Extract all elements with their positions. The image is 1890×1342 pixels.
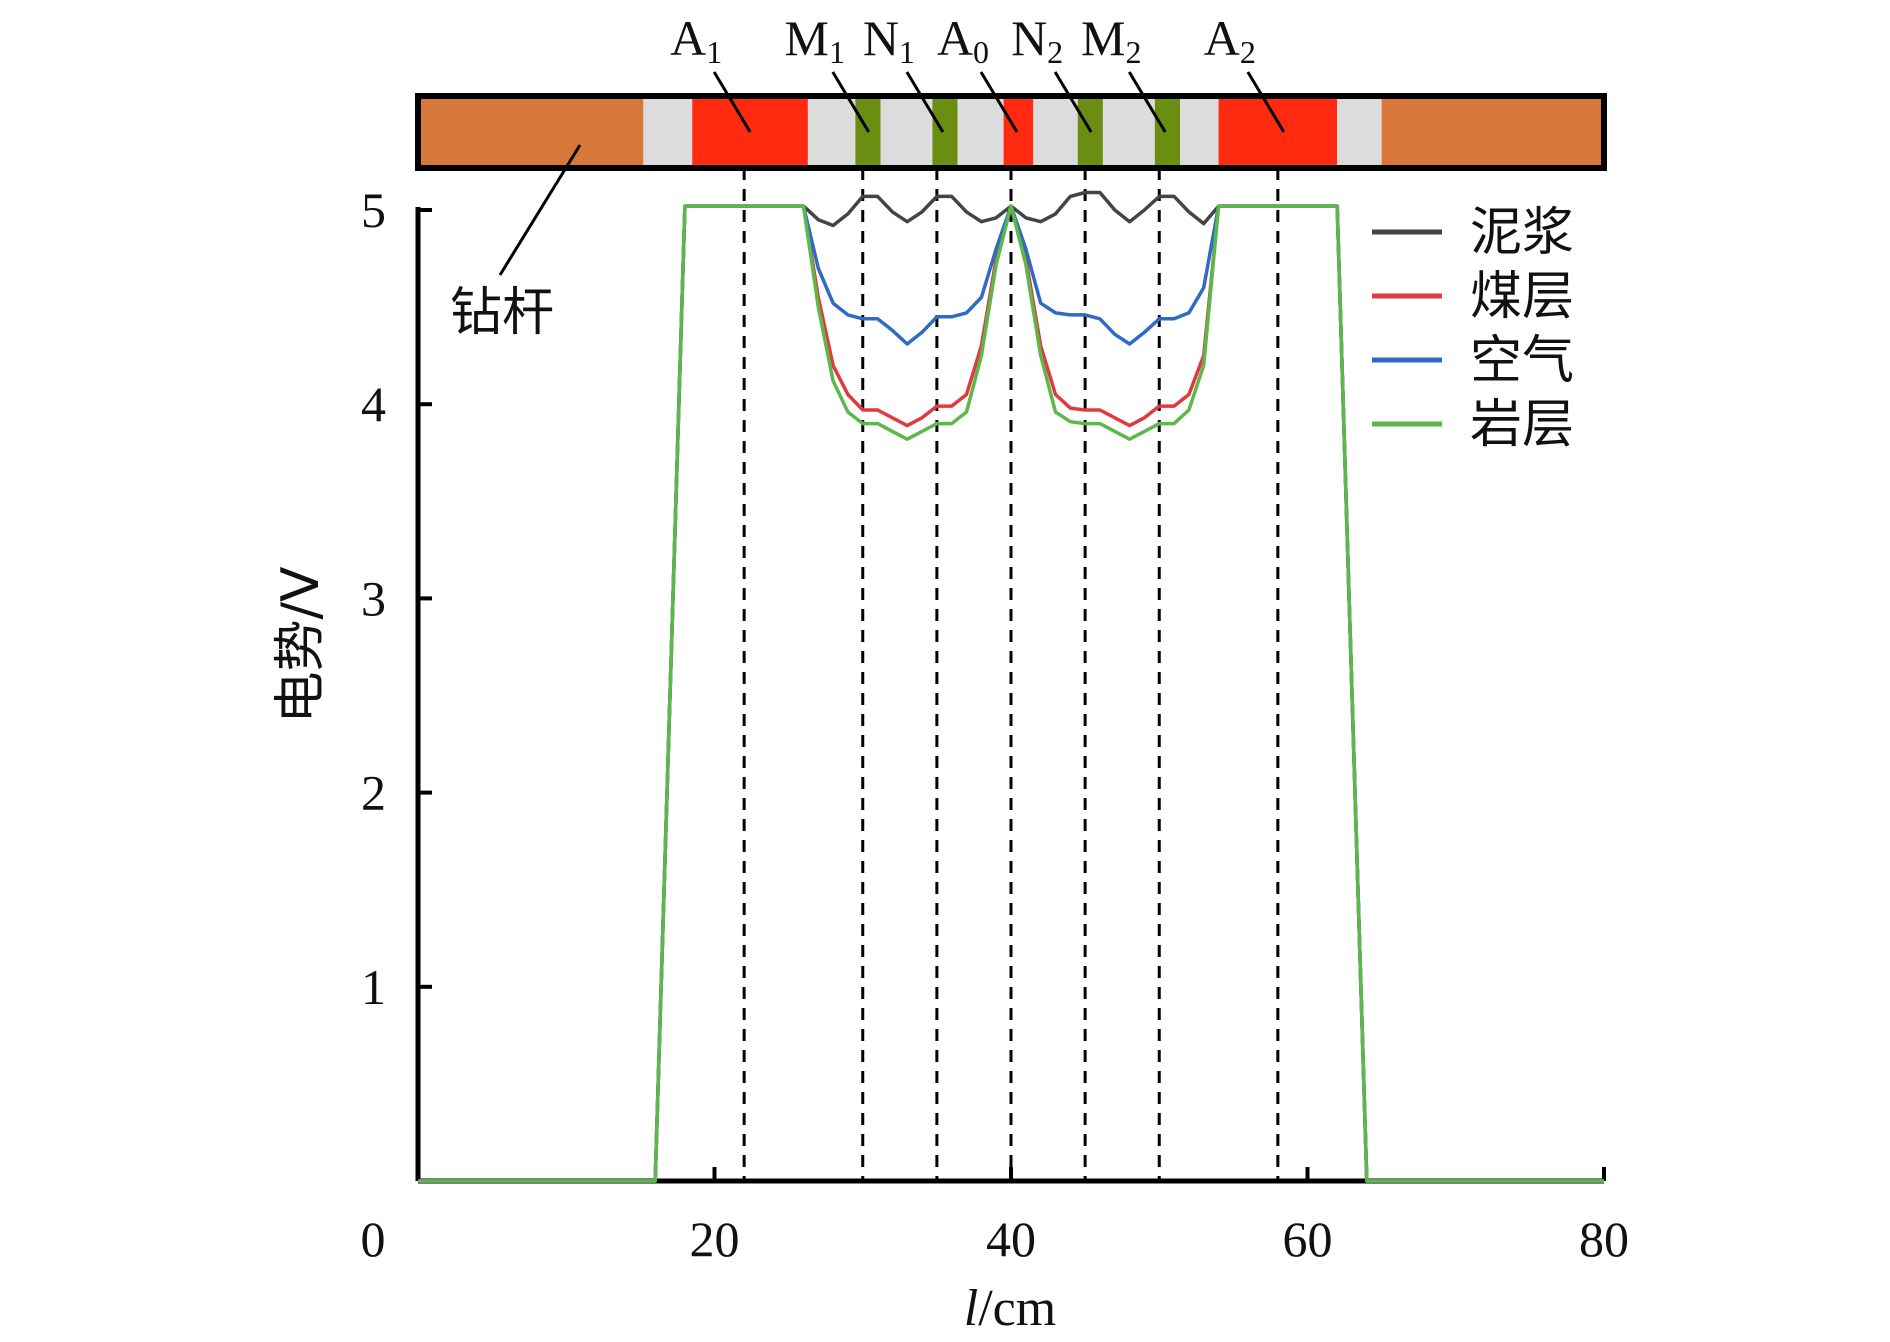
rod-segment-ring-12: [1154, 99, 1181, 165]
electrode-name-M1: M: [785, 10, 829, 66]
legend-label-1: 煤层: [1470, 267, 1574, 327]
electrode-label-A0: A0: [937, 10, 989, 70]
electrode-sub-M1: 1: [829, 34, 845, 70]
x-ticks: 0 20 40 60 80: [361, 1167, 1629, 1267]
electrode-sub-N2: 2: [1047, 34, 1063, 70]
leader-line-M1: [831, 71, 871, 133]
y-axis-label: 电势/V: [271, 566, 331, 724]
leader-line-A0: [979, 71, 1019, 133]
leader-line-N2: [1053, 71, 1093, 133]
rod-segment-electrode-8: [1003, 99, 1034, 165]
rod-segment-ring-6: [932, 99, 958, 165]
electrode-guide-lines: [742, 168, 1280, 1181]
x-tick-label-20: 20: [690, 1211, 740, 1267]
electrode-label-A2: A2: [1204, 10, 1256, 70]
leader-line-A1: [712, 71, 752, 133]
x-axis-label: l/cm: [964, 1280, 1056, 1337]
electrode-label-M1: M1: [785, 10, 845, 70]
rod-leader-line: [498, 144, 582, 276]
electrode-name-N2: N: [1011, 10, 1047, 66]
x-axis-label-unit: /cm: [978, 1280, 1056, 1337]
rod-label: 钻杆: [450, 283, 554, 343]
leader-line-N1: [905, 71, 945, 133]
electrode-name-A0: A: [937, 10, 973, 66]
y-tick-label-3: 3: [361, 570, 386, 626]
electrode-label-A1: A1: [670, 10, 722, 70]
rod-segment-insulator-11: [1102, 99, 1155, 165]
rod-segment-insulator-13: [1180, 99, 1219, 165]
electrode-sub-A2: 2: [1240, 34, 1256, 70]
rod-segment-rod-16: [1381, 99, 1604, 165]
rod-segment-insulator-5: [880, 99, 933, 165]
leader-line-A2: [1246, 71, 1286, 133]
electrode-sub-A0: 0: [973, 34, 989, 70]
drill-rod-strip: [418, 99, 1604, 165]
electrode-name-A1: A: [670, 10, 706, 66]
electrode-name-A2: A: [1204, 10, 1240, 66]
rod-segment-insulator-7: [957, 99, 1004, 165]
rod-segment-insulator-3: [807, 99, 856, 165]
electrode-sub-A1: 1: [706, 34, 722, 70]
x-tick-label-0: 0: [361, 1211, 386, 1267]
x-tick-label-60: 60: [1283, 1211, 1333, 1267]
rod-segment-electrode-14: [1218, 99, 1338, 165]
electrode-sub-M2: 2: [1125, 34, 1141, 70]
rod-segment-insulator-1: [643, 99, 693, 165]
legend-label-2: 空气: [1470, 331, 1574, 391]
electrode-label-M2: M2: [1081, 10, 1141, 70]
rod-segment-insulator-9: [1033, 99, 1078, 165]
y-tick-label-1: 1: [361, 959, 386, 1015]
x-tick-label-40: 40: [986, 1211, 1036, 1267]
y-ticks: 1 2 3 4 5: [361, 182, 432, 1015]
series-group: [418, 190, 1604, 1183]
electrode-sub-N1: 1: [899, 34, 915, 70]
legend-label-0: 泥浆: [1470, 203, 1574, 263]
rod-segment-insulator-15: [1337, 99, 1382, 165]
electrode-label-N2: N2: [1011, 10, 1063, 70]
electrode-name-N1: N: [863, 10, 899, 66]
y-tick-label-4: 4: [361, 376, 386, 432]
rod-segment-rod-0: [418, 99, 644, 165]
legend-label-3: 岩层: [1470, 395, 1574, 455]
electrode-labels: A1 M1 N1 A0 N2 M2 A2: [670, 10, 1286, 133]
y-tick-label-2: 2: [361, 765, 386, 821]
x-tick-label-80: 80: [1579, 1211, 1629, 1267]
electrode-name-M2: M: [1081, 10, 1125, 66]
electrode-label-N1: N1: [863, 10, 915, 70]
leader-line-M2: [1127, 71, 1167, 133]
series-line-3: [418, 204, 1604, 1183]
y-tick-label-5: 5: [361, 182, 386, 238]
x-axis-label-var: l: [964, 1280, 978, 1337]
